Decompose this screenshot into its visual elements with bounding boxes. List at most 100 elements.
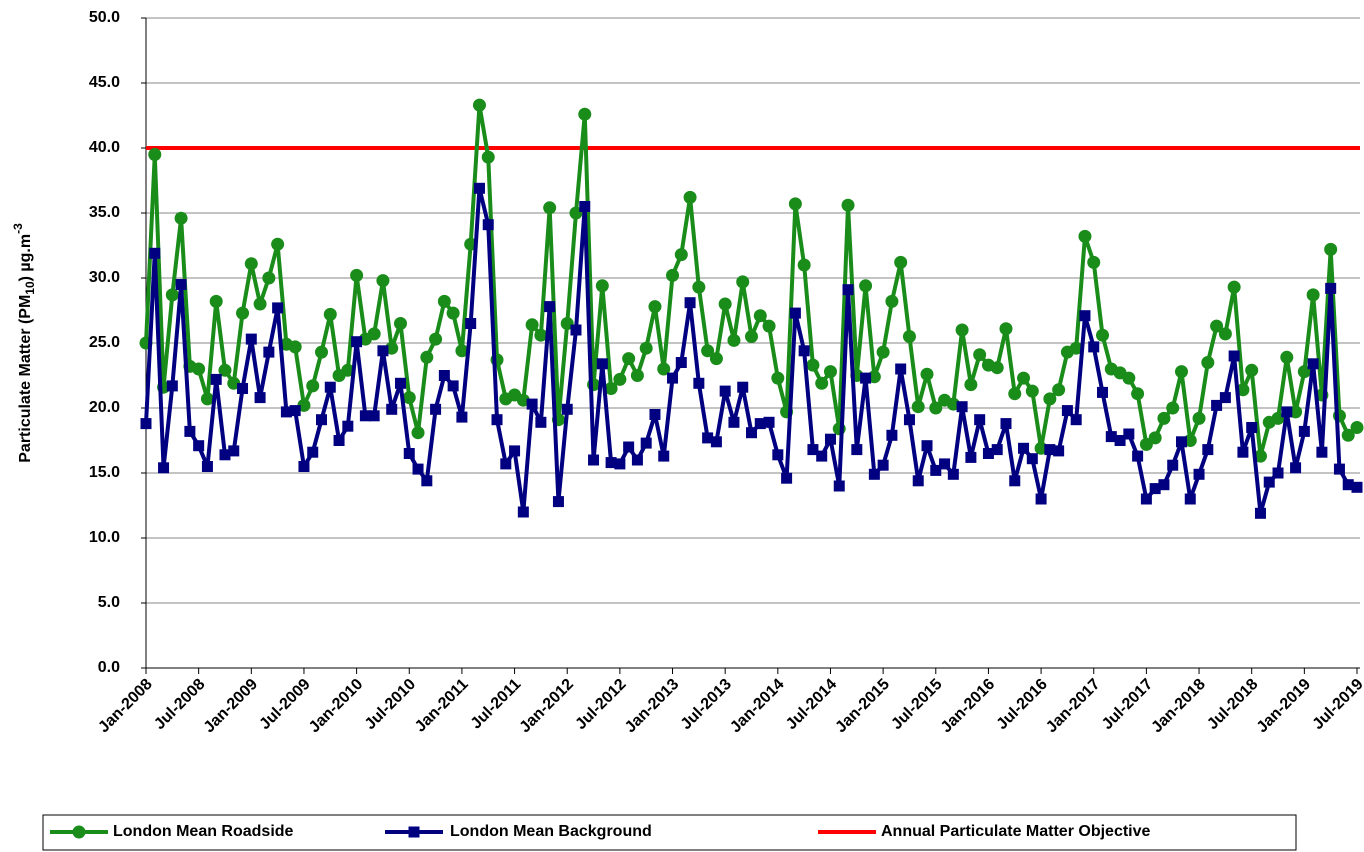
data-point bbox=[1017, 371, 1031, 385]
data-point bbox=[1123, 428, 1135, 440]
data-point bbox=[658, 450, 670, 462]
legend-marker bbox=[408, 826, 420, 838]
data-point bbox=[946, 397, 960, 411]
data-point bbox=[149, 247, 161, 259]
data-point bbox=[446, 306, 460, 320]
y-tick-label: 5.0 bbox=[98, 594, 120, 611]
data-point bbox=[1350, 421, 1364, 434]
data-point bbox=[569, 206, 583, 220]
data-point bbox=[193, 440, 205, 452]
data-point bbox=[964, 378, 978, 392]
data-point bbox=[1237, 446, 1249, 458]
data-point bbox=[876, 345, 890, 359]
data-point bbox=[455, 344, 469, 358]
y-tick-label: 50.0 bbox=[89, 9, 120, 26]
data-point bbox=[702, 432, 714, 444]
data-point bbox=[500, 458, 512, 470]
data-point bbox=[516, 393, 530, 407]
data-point bbox=[771, 371, 785, 385]
data-point bbox=[763, 416, 775, 428]
data-point bbox=[982, 448, 994, 459]
y-label-part: Particulate Matter (PM bbox=[17, 295, 34, 463]
data-point bbox=[675, 357, 687, 368]
y-tick-label: 25.0 bbox=[89, 334, 120, 351]
data-point bbox=[1290, 462, 1302, 474]
data-point bbox=[1052, 383, 1066, 397]
data-point bbox=[158, 462, 170, 474]
data-point bbox=[509, 445, 521, 457]
data-point bbox=[666, 268, 680, 282]
data-point bbox=[781, 472, 793, 484]
data-point bbox=[965, 451, 977, 463]
data-point bbox=[1148, 431, 1162, 445]
data-point bbox=[640, 437, 652, 449]
data-point bbox=[745, 330, 758, 343]
data-point bbox=[930, 464, 942, 476]
data-point bbox=[815, 376, 829, 390]
data-point bbox=[667, 372, 679, 384]
data-point bbox=[903, 414, 915, 426]
data-point bbox=[1351, 481, 1363, 493]
data-point bbox=[1271, 411, 1285, 425]
data-point bbox=[280, 406, 292, 418]
data-point bbox=[746, 427, 757, 439]
data-point bbox=[710, 436, 722, 448]
data-point bbox=[1211, 399, 1223, 411]
data-point bbox=[1325, 282, 1337, 294]
data-point bbox=[481, 150, 495, 164]
x-tick-label: Jan-2018 bbox=[1148, 676, 1209, 737]
data-point bbox=[351, 336, 363, 348]
x-tick-label: Jan-2014 bbox=[727, 676, 788, 737]
data-point bbox=[403, 448, 415, 459]
data-point bbox=[218, 363, 232, 377]
data-point bbox=[421, 475, 433, 487]
data-point bbox=[1069, 341, 1083, 355]
data-point bbox=[956, 401, 968, 413]
data-point bbox=[297, 398, 311, 412]
data-point bbox=[947, 468, 959, 480]
data-point bbox=[288, 340, 302, 354]
data-point bbox=[1167, 459, 1179, 471]
data-point bbox=[411, 426, 425, 440]
y-label-sup: -3 bbox=[11, 223, 25, 234]
data-point bbox=[412, 463, 424, 475]
data-point bbox=[630, 369, 644, 382]
data-point bbox=[902, 330, 916, 343]
data-point bbox=[1140, 493, 1152, 505]
data-point bbox=[921, 440, 933, 452]
legend-label: Annual Particulate Matter Objective bbox=[881, 823, 1151, 840]
data-point bbox=[886, 429, 898, 441]
x-tick-label: Jan-2017 bbox=[1043, 676, 1104, 737]
data-point bbox=[824, 433, 836, 445]
data-point bbox=[649, 409, 661, 420]
data-point bbox=[465, 318, 477, 329]
data-point bbox=[140, 418, 152, 430]
data-point bbox=[236, 306, 250, 320]
data-point bbox=[842, 284, 854, 296]
data-point bbox=[1087, 255, 1101, 269]
legend-box bbox=[42, 814, 1297, 851]
data-point bbox=[1246, 422, 1258, 433]
data-point bbox=[789, 307, 801, 319]
data-point bbox=[798, 345, 810, 357]
data-point bbox=[1158, 479, 1170, 491]
data-point bbox=[772, 449, 784, 461]
data-point bbox=[543, 201, 557, 215]
data-point bbox=[588, 454, 600, 466]
data-point bbox=[341, 363, 355, 377]
data-point bbox=[377, 345, 389, 357]
data-point bbox=[657, 362, 671, 376]
data-point bbox=[1078, 229, 1092, 243]
data-point bbox=[219, 449, 231, 461]
data-point bbox=[1236, 383, 1250, 397]
data-point bbox=[237, 383, 249, 394]
data-point bbox=[254, 392, 266, 404]
data-point bbox=[604, 382, 618, 395]
data-point bbox=[438, 370, 450, 381]
data-point bbox=[570, 324, 582, 336]
data-point bbox=[368, 410, 380, 422]
data-point bbox=[1183, 434, 1197, 447]
data-point bbox=[333, 435, 345, 446]
data-point bbox=[307, 446, 319, 458]
